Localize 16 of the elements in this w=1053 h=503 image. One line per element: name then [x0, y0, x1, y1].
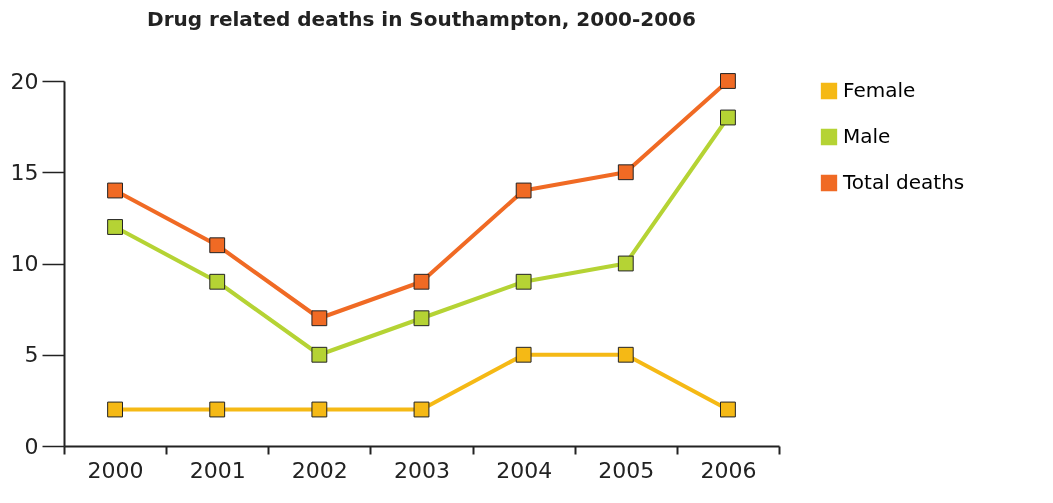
legend-label: Male: [843, 124, 891, 148]
x-tick-label: 2001: [189, 457, 246, 483]
chart-title: Drug related deaths in Southampton, 2000-2006: [147, 7, 696, 31]
y-tick-label: 10: [10, 251, 39, 276]
y-tick-label: 0: [24, 433, 39, 459]
x-tick-label: 2006: [700, 457, 757, 483]
x-tick-label: 2003: [394, 457, 450, 483]
x-tick-label: 2002: [291, 457, 348, 483]
y-tick-label: 20: [10, 68, 39, 94]
y-tick-label: 5: [24, 342, 39, 368]
y-tick-label: 15: [10, 159, 39, 185]
legend-label: Female: [843, 78, 916, 102]
x-tick-label: 2005: [598, 457, 655, 483]
legend-label: Total deaths: [842, 170, 965, 194]
x-tick-label: 2000: [87, 457, 144, 483]
x-tick-label: 2004: [496, 457, 553, 483]
